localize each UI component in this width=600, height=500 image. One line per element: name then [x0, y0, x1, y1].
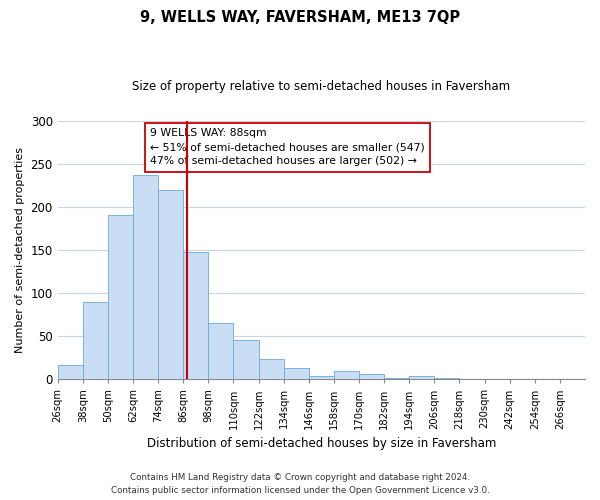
Bar [58, 364, 83, 380]
Bar [434, 378, 460, 380]
Bar [233, 340, 259, 380]
Bar [208, 323, 233, 380]
Bar [309, 376, 334, 380]
Bar [158, 190, 183, 380]
Text: 9 WELLS WAY: 88sqm
← 51% of semi-detached houses are smaller (547)
47% of semi-d: 9 WELLS WAY: 88sqm ← 51% of semi-detache… [150, 128, 425, 166]
Bar [108, 216, 133, 380]
Bar [409, 376, 434, 380]
Bar [334, 370, 359, 380]
Title: Size of property relative to semi-detached houses in Faversham: Size of property relative to semi-detach… [132, 80, 511, 93]
Text: 9, WELLS WAY, FAVERSHAM, ME13 7QP: 9, WELLS WAY, FAVERSHAM, ME13 7QP [140, 10, 460, 25]
Bar [83, 302, 108, 380]
Bar [359, 374, 384, 380]
Bar [183, 252, 208, 380]
Y-axis label: Number of semi-detached properties: Number of semi-detached properties [15, 147, 25, 353]
X-axis label: Distribution of semi-detached houses by size in Faversham: Distribution of semi-detached houses by … [146, 437, 496, 450]
Bar [133, 175, 158, 380]
Bar [384, 378, 409, 380]
Text: Contains HM Land Registry data © Crown copyright and database right 2024.
Contai: Contains HM Land Registry data © Crown c… [110, 473, 490, 495]
Bar [284, 368, 309, 380]
Bar [259, 360, 284, 380]
